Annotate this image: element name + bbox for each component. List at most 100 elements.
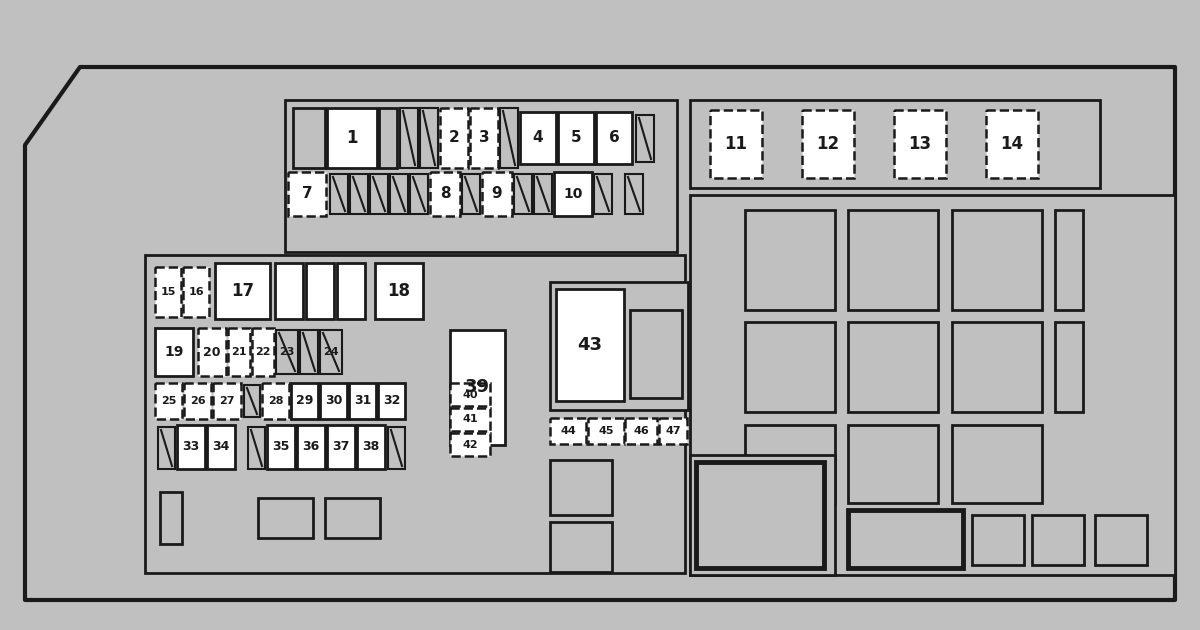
Text: 21: 21 <box>232 347 247 357</box>
Bar <box>534 174 552 214</box>
Text: 7: 7 <box>301 186 312 202</box>
Text: 19: 19 <box>164 345 184 359</box>
Bar <box>690 100 1100 188</box>
Bar <box>388 427 406 469</box>
Text: 43: 43 <box>577 336 602 354</box>
Bar <box>894 110 946 178</box>
Text: 3: 3 <box>479 130 490 146</box>
Bar <box>745 210 835 310</box>
Text: 37: 37 <box>332 440 349 454</box>
Bar <box>848 210 938 310</box>
Text: 41: 41 <box>462 415 478 425</box>
Bar <box>802 110 854 178</box>
Bar <box>550 282 688 410</box>
Text: 14: 14 <box>1001 135 1024 153</box>
Bar <box>848 425 938 503</box>
Bar <box>262 383 289 419</box>
Text: 40: 40 <box>462 389 478 399</box>
Bar <box>326 108 377 168</box>
Bar <box>420 108 438 168</box>
Text: 36: 36 <box>302 440 319 454</box>
Bar <box>248 427 265 469</box>
Bar <box>690 455 835 575</box>
Bar <box>1096 515 1147 565</box>
Text: 23: 23 <box>280 347 295 357</box>
Bar <box>358 425 385 469</box>
Text: 20: 20 <box>203 345 221 358</box>
Bar <box>266 425 295 469</box>
Bar <box>228 328 250 376</box>
Bar <box>952 322 1042 412</box>
Bar <box>350 174 368 214</box>
Bar <box>370 174 388 214</box>
Bar <box>374 263 424 319</box>
Text: 39: 39 <box>466 379 490 396</box>
Text: 38: 38 <box>362 440 379 454</box>
Text: 26: 26 <box>190 396 205 406</box>
Bar <box>450 408 490 431</box>
Bar <box>1032 515 1084 565</box>
Text: 13: 13 <box>908 135 931 153</box>
Bar <box>558 112 594 164</box>
Text: 42: 42 <box>462 440 478 449</box>
Bar <box>178 425 205 469</box>
Bar <box>659 418 686 444</box>
Bar <box>450 330 505 445</box>
Bar <box>184 383 211 419</box>
Bar <box>378 383 406 419</box>
Bar <box>986 110 1038 178</box>
Bar <box>848 510 964 568</box>
Bar <box>462 174 480 214</box>
Text: 5: 5 <box>571 130 581 146</box>
Bar <box>550 418 586 444</box>
Bar <box>440 108 468 168</box>
Bar <box>848 322 938 412</box>
Bar <box>258 498 313 538</box>
Bar <box>450 433 490 456</box>
Text: 44: 44 <box>560 426 576 436</box>
Bar <box>293 108 325 168</box>
Bar <box>300 330 318 374</box>
Bar <box>952 210 1042 310</box>
Text: 35: 35 <box>272 440 289 454</box>
Bar <box>550 522 612 572</box>
Bar <box>972 515 1024 565</box>
Bar <box>500 108 518 168</box>
Text: 46: 46 <box>634 426 649 436</box>
Bar <box>390 174 408 214</box>
Bar <box>514 174 532 214</box>
Polygon shape <box>25 67 1175 600</box>
Bar <box>155 267 181 317</box>
Bar <box>292 383 318 419</box>
Bar <box>252 328 274 376</box>
Bar <box>690 195 1175 575</box>
Bar <box>320 383 347 419</box>
Bar <box>696 462 824 568</box>
Bar <box>160 492 182 544</box>
Bar <box>596 112 632 164</box>
Text: 12: 12 <box>816 135 840 153</box>
Text: 45: 45 <box>599 426 613 436</box>
Text: 15: 15 <box>161 287 175 297</box>
Bar <box>1055 210 1084 310</box>
Bar <box>158 427 175 469</box>
Bar <box>594 174 612 214</box>
Bar <box>208 425 235 469</box>
Bar <box>155 383 182 419</box>
Bar <box>320 330 342 374</box>
Bar <box>155 328 193 376</box>
Bar <box>556 289 624 401</box>
Text: 27: 27 <box>220 396 235 406</box>
Bar <box>636 115 654 162</box>
Text: 10: 10 <box>563 187 583 201</box>
Bar <box>298 425 325 469</box>
Text: 16: 16 <box>188 287 204 297</box>
Bar <box>337 263 365 319</box>
Bar <box>550 460 612 515</box>
Text: 30: 30 <box>325 394 342 408</box>
Text: 17: 17 <box>230 282 254 300</box>
Bar <box>182 267 209 317</box>
Bar <box>325 498 380 538</box>
Bar <box>379 108 397 168</box>
Bar <box>745 425 835 503</box>
